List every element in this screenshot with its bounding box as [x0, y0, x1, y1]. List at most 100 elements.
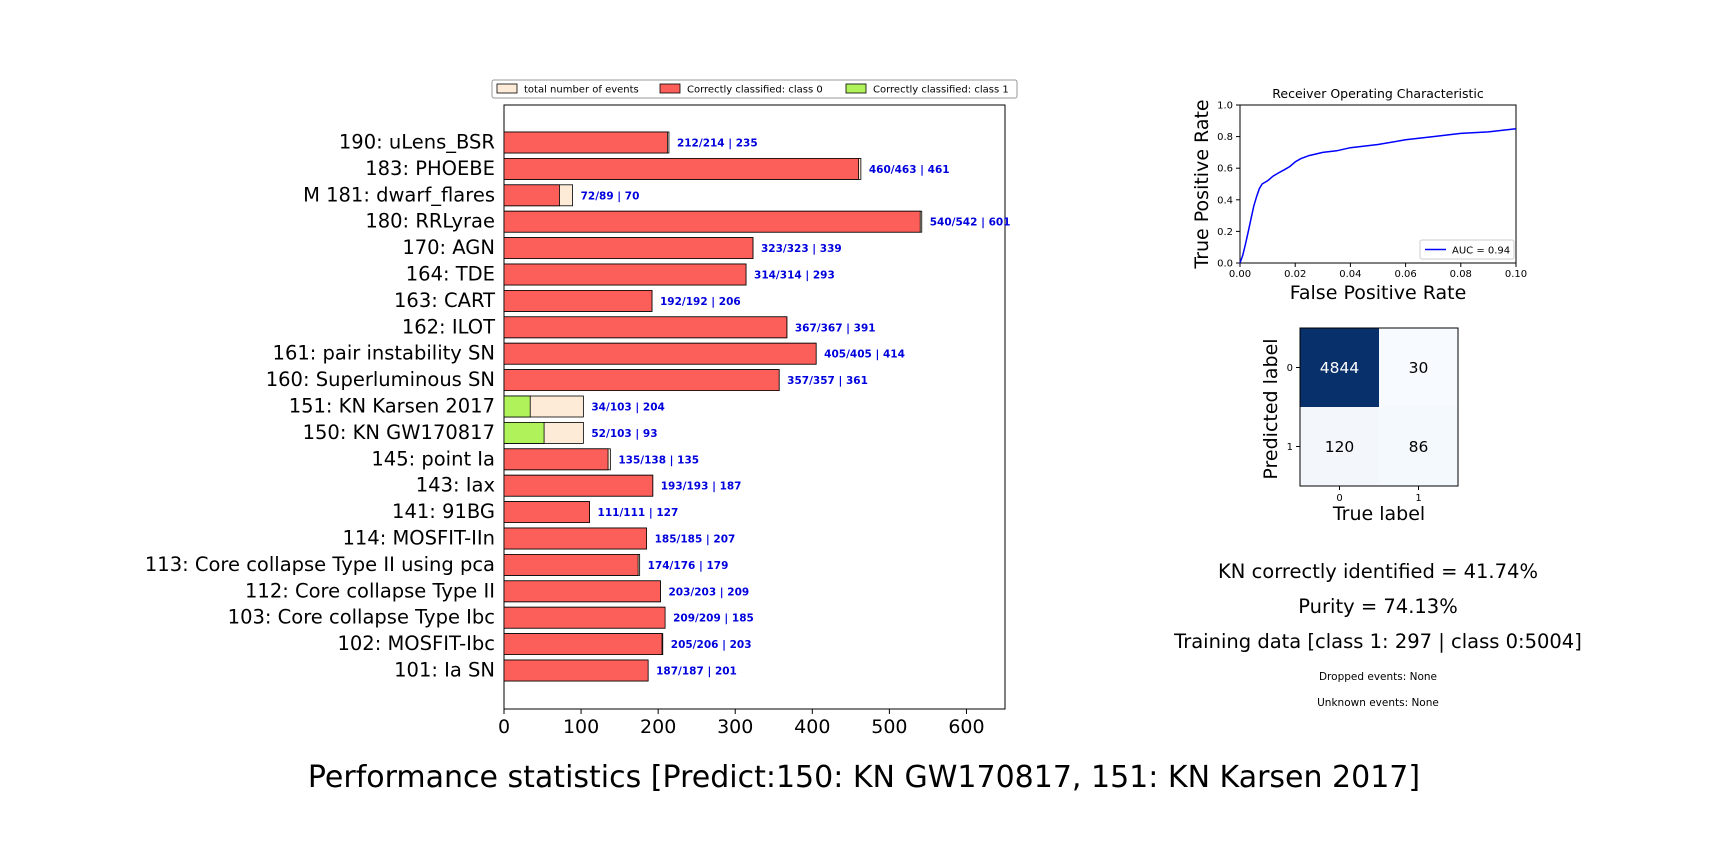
- training-data-text: Training data [class 1: 297 | class 0:50…: [1174, 630, 1582, 653]
- category-label: 101: Ia SN: [394, 659, 495, 682]
- bar-class0: [503, 659, 649, 682]
- roc-y-tick: 1.0: [1217, 101, 1233, 112]
- bar-class0: [503, 527, 647, 550]
- bar-class0: [503, 554, 639, 576]
- roc-xlabel: False Positive Rate: [1290, 282, 1467, 304]
- bar-class0: [503, 237, 754, 260]
- kn-identified-text: KN correctly identified = 41.74%: [1218, 560, 1538, 583]
- category-label: 163: CART: [394, 289, 495, 312]
- confusion-matrix: 4844 30 120 86 0 1 0 1 True label Predicted lab…: [1260, 327, 1459, 525]
- dropped-events-text: Dropped events: None: [1318, 671, 1438, 683]
- legend-swatch: [496, 83, 518, 94]
- legend-label: Correctly classified: class 1: [873, 85, 1009, 96]
- bar-value-label: 34/103 | 204: [591, 402, 664, 414]
- bar-class0: [503, 157, 859, 180]
- roc-axes: 0.00 0.02 0.04 0.06 0.08 0.10 0.0 0.2 0.4 0.6 0.8 1…: [1217, 101, 1527, 281]
- bar-x-tick: 0: [498, 716, 510, 738]
- bar-value-label: 367/367 | 391: [795, 322, 876, 334]
- legend-label: Correctly classified: class 0: [687, 85, 823, 96]
- bar-x-tick: 500: [871, 716, 907, 738]
- bar-value-label: 52/103 | 93: [591, 428, 657, 440]
- roc-x-tick: 0.02: [1284, 269, 1306, 280]
- bar-value-label: 323/323 | 339: [761, 243, 842, 255]
- category-label: M 181: dwarf_flares: [303, 183, 495, 206]
- cm-ylabel: Predicted label: [1260, 338, 1282, 479]
- cm-y-tick: 1: [1287, 442, 1293, 453]
- bar-value-label: 72/89 | 70: [581, 190, 640, 202]
- bar-legend: total number of events Correctly classifi…: [491, 79, 1018, 99]
- roc-legend-frame: [1419, 239, 1515, 260]
- bar-value-label: 212/214 | 235: [677, 138, 758, 150]
- category-label: 180: RRLyrae: [365, 210, 495, 233]
- unknown-events-text: Unknown events: None: [1317, 697, 1439, 709]
- cm-value: 86: [1409, 438, 1429, 456]
- roc-title: Receiver Operating Characteristic: [1272, 86, 1484, 101]
- bar-class0: [503, 633, 663, 655]
- legend-swatch: [845, 83, 867, 94]
- bar-class1: [503, 395, 531, 418]
- category-label: 112: Core collapse Type II: [245, 579, 495, 602]
- bar-value-label: 135/138 | 135: [618, 454, 699, 466]
- purity-text: Purity = 74.13%: [1298, 595, 1458, 618]
- bar-x-tick: 200: [640, 716, 676, 738]
- bar-value-label: 540/542 | 601: [930, 217, 1011, 229]
- cm-value: 30: [1409, 359, 1429, 377]
- bar-value-label: 185/185 | 207: [655, 534, 736, 546]
- bar-x-tick: 300: [717, 716, 753, 738]
- legend-label: total number of events: [524, 85, 639, 96]
- bar-chart: total number of events Correctly classifi…: [145, 79, 1018, 738]
- category-label: 103: Core collapse Type Ibc: [228, 606, 495, 629]
- bar-x-axis: 0 100 200 300 400 500 600: [498, 709, 985, 738]
- bar-value-label: 193/193 | 187: [661, 481, 742, 493]
- roc-x-tick: 0.06: [1394, 269, 1416, 280]
- category-label: 145: point Ia: [371, 447, 495, 470]
- category-label: 162: ILOT: [402, 315, 495, 338]
- category-label: 143: Iax: [416, 474, 495, 497]
- bar-class0: [503, 263, 747, 286]
- roc-y-tick: 0.0: [1217, 259, 1233, 270]
- bar-value-label: 209/209 | 185: [673, 613, 754, 625]
- category-label: 183: PHOEBE: [365, 157, 495, 180]
- roc-plot-frame: [1239, 104, 1517, 264]
- roc-x-tick: 0.10: [1505, 269, 1527, 280]
- category-label: 170: AGN: [402, 236, 495, 259]
- bar-value-label: 460/463 | 461: [869, 164, 950, 176]
- roc-x-tick: 0.04: [1339, 269, 1361, 280]
- cm-frame: [1299, 327, 1459, 487]
- cm-cell: [1379, 328, 1458, 407]
- roc-y-tick: 0.8: [1217, 132, 1233, 143]
- roc-x-tick: 0.08: [1450, 269, 1472, 280]
- category-label: 114: MOSFIT-IIn: [342, 527, 495, 550]
- figure-title: Performance statistics [Predict:150: KN …: [307, 760, 1421, 795]
- category-label: 141: 91BG: [392, 500, 495, 523]
- bar-value-label: 203/203 | 209: [668, 586, 749, 598]
- bar-class0: [503, 474, 654, 497]
- category-label: 164: TDE: [406, 263, 495, 286]
- bar-value-label: 205/206 | 203: [671, 639, 752, 651]
- cm-cells: 4844 30 120 86 0 1 0 1: [1287, 327, 1459, 504]
- bar-x-tick: 100: [563, 716, 599, 738]
- category-label: 190: uLens_BSR: [339, 131, 495, 154]
- category-label: 102: MOSFIT-Ibc: [337, 632, 495, 655]
- bars-group: 190: uLens_BSR 212/214 | 235 183: PHOEBE 46…: [145, 131, 1011, 682]
- bar-class0: [503, 606, 666, 629]
- bar-class0: [503, 289, 653, 312]
- bar-x-tick: 400: [794, 716, 830, 738]
- bar-class0: [503, 448, 609, 471]
- bar-value-label: 405/405 | 414: [824, 349, 905, 361]
- category-label: 151: KN Karsen 2017: [289, 395, 495, 418]
- roc-ylabel: True Positive Rate: [1191, 99, 1213, 269]
- roc-chart: Receiver Operating Characteristic 0.00 0.…: [1191, 86, 1527, 304]
- bar-value-label: 314/314 | 293: [754, 270, 835, 282]
- cm-value: 120: [1325, 438, 1355, 456]
- roc-x-tick: 0.00: [1229, 269, 1251, 280]
- bar-class0: [503, 316, 788, 339]
- bar-class0: [503, 210, 921, 233]
- bar-value-label: 174/176 | 179: [648, 560, 729, 572]
- legend-swatch: [659, 83, 681, 94]
- bar-value-label: 357/357 | 361: [787, 375, 868, 387]
- cm-x-tick: 1: [1415, 493, 1421, 504]
- legend-frame: [491, 79, 1018, 99]
- roc-y-tick: 0.6: [1217, 164, 1233, 175]
- cm-cell: [1379, 407, 1458, 486]
